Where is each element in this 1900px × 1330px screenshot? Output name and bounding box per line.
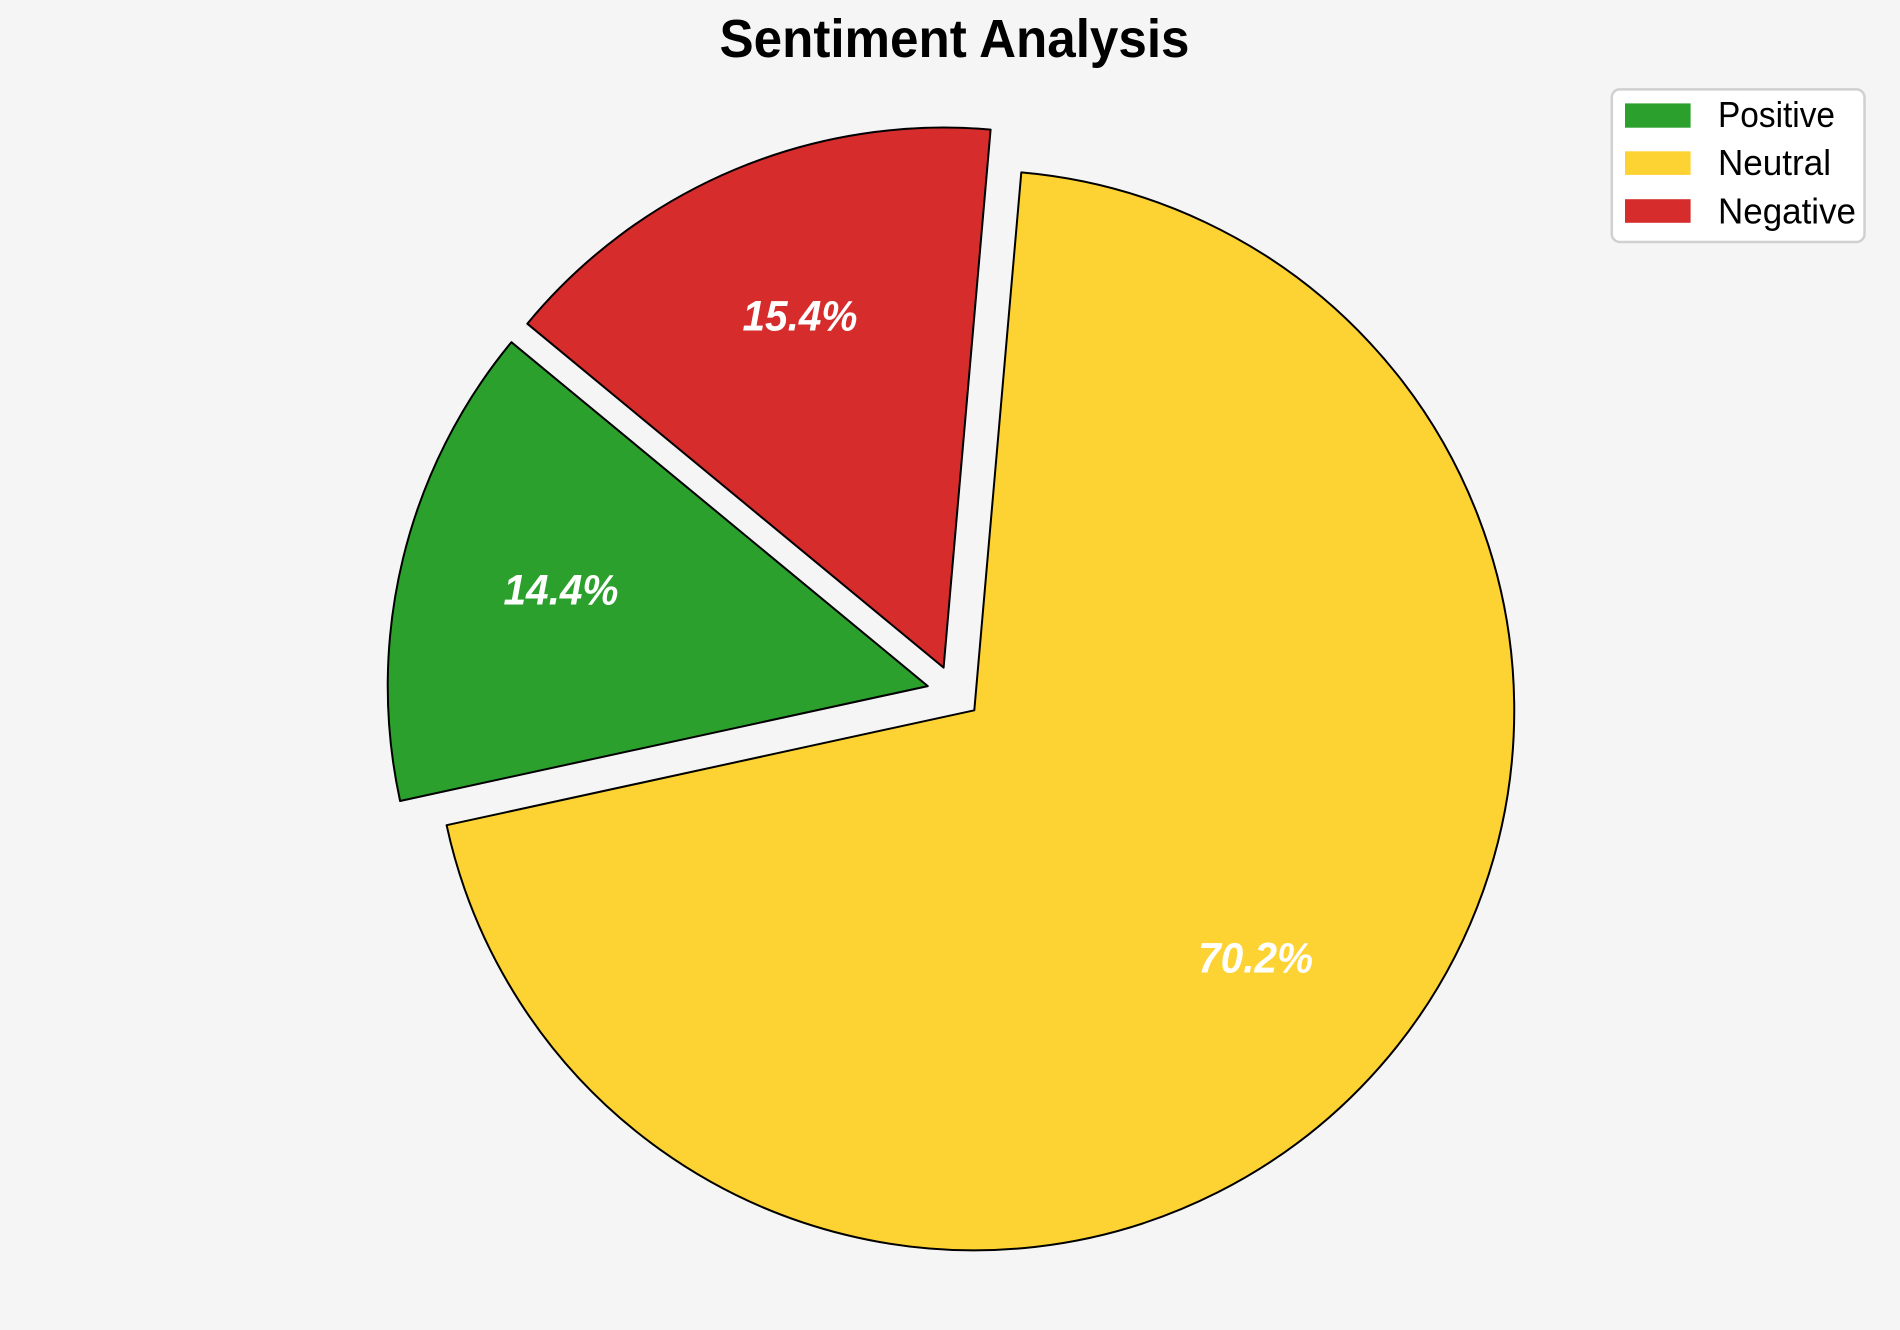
svg-text:70.2%: 70.2%: [1198, 935, 1313, 983]
svg-text:Sentiment Analysis: Sentiment Analysis: [720, 9, 1190, 69]
svg-text:15.4%: 15.4%: [743, 293, 858, 341]
svg-text:Positive: Positive: [1718, 94, 1835, 135]
svg-text:Neutral: Neutral: [1718, 142, 1831, 183]
svg-text:14.4%: 14.4%: [504, 566, 619, 614]
svg-text:Negative: Negative: [1718, 191, 1856, 232]
